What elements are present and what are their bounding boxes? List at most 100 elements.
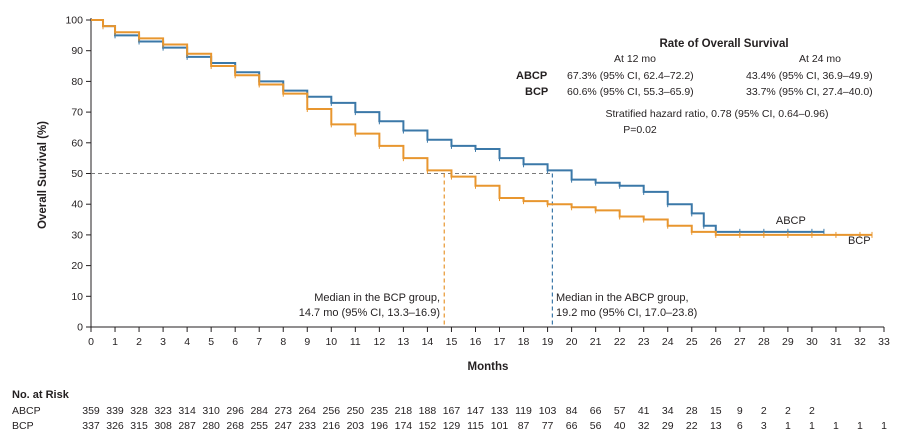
x-tick-label: 11 (350, 336, 361, 348)
risk-table-values: 359 339 328 323 314 310 296 284 273 264 256 250 235 2… (82, 405, 887, 432)
x-tick-label: 21 (590, 336, 602, 348)
x-tick-label: 1 (112, 336, 118, 348)
x-tick-label: 20 (566, 336, 578, 348)
abcp-median-annotation-line2: 19.2 mo (95% CI, 17.0–23.8) (556, 307, 697, 319)
x-tick-label: 28 (758, 336, 770, 348)
risk-abcp-value: 133 (491, 405, 509, 417)
risk-bcp-value: 115 (467, 420, 484, 432)
x-tick-label: 16 (470, 336, 482, 348)
inset-hazard-ratio: Stratified hazard ratio, 0.78 (95% CI, 0… (606, 108, 829, 120)
x-tick-label: 32 (854, 336, 866, 348)
inset-col-24mo: At 24 mo (799, 53, 841, 65)
x-tick-label: 9 (304, 336, 310, 348)
risk-row-abcp-label: ABCP (12, 405, 41, 417)
x-tick-label: 25 (686, 336, 698, 348)
risk-bcp-value: 22 (686, 420, 698, 432)
x-tick-label: 4 (184, 336, 190, 348)
risk-table-title: No. at Risk (12, 389, 70, 401)
risk-abcp-value: 103 (539, 405, 557, 417)
inset-row-abcp-12mo: 67.3% (95% CI, 62.4–72.2) (567, 70, 694, 82)
risk-abcp-value: 310 (202, 405, 220, 417)
y-tick-label: 10 (71, 291, 83, 303)
x-axis-title: Months (468, 361, 509, 373)
risk-bcp-value: 268 (226, 420, 244, 432)
risk-bcp-value: 40 (614, 420, 626, 432)
risk-abcp-value: 167 (443, 405, 461, 417)
y-tick-label: 70 (71, 107, 83, 119)
risk-bcp-value: 29 (662, 420, 674, 432)
x-tick-label: 5 (208, 336, 214, 348)
risk-bcp-value: 152 (419, 420, 437, 432)
x-tick-label: 13 (398, 336, 410, 348)
risk-bcp-value: 203 (347, 420, 365, 432)
risk-abcp-value: 359 (82, 405, 100, 417)
y-tick-label: 60 (71, 137, 83, 149)
inset-row-bcp-24mo: 33.7% (95% CI, 27.4–40.0) (746, 86, 873, 98)
risk-abcp-value: 34 (662, 405, 674, 417)
x-tick-label: 6 (232, 336, 238, 348)
risk-abcp-value: 84 (566, 405, 578, 417)
x-tick-label: 33 (878, 336, 890, 348)
risk-bcp-value: 66 (566, 420, 578, 432)
risk-abcp-value: 328 (130, 405, 148, 417)
x-tick-label: 0 (88, 336, 94, 348)
risk-abcp-value: 119 (515, 405, 532, 417)
risk-abcp-value: 2 (761, 405, 767, 417)
risk-abcp-value: 284 (250, 405, 268, 417)
survival-rate-inset: Rate of Overall Survival At 12 mo At 24 … (516, 38, 873, 136)
risk-abcp-value: 256 (323, 405, 341, 417)
risk-bcp-value: 3 (761, 420, 767, 432)
risk-abcp-value: 9 (737, 405, 743, 417)
x-tick-label: 26 (710, 336, 722, 348)
x-tick-label: 30 (806, 336, 818, 348)
risk-bcp-value: 255 (250, 420, 268, 432)
risk-bcp-value: 174 (395, 420, 413, 432)
y-tick-label: 40 (71, 199, 83, 211)
inset-title: Rate of Overall Survival (659, 38, 788, 50)
x-tick-label: 29 (782, 336, 794, 348)
x-tick-label: 23 (638, 336, 650, 348)
inset-row-bcp-12mo: 60.6% (95% CI, 55.3–65.9) (567, 86, 694, 98)
abcp-median-annotation-line1: Median in the ABCP group, (556, 292, 689, 304)
risk-bcp-value: 1 (809, 420, 815, 432)
bcp-curve-label: BCP (848, 235, 871, 247)
risk-abcp-value: 57 (614, 405, 626, 417)
risk-abcp-value: 188 (419, 405, 437, 417)
x-tick-label: 14 (422, 336, 434, 348)
risk-abcp-value: 28 (686, 405, 698, 417)
x-tick-label: 12 (374, 336, 386, 348)
risk-bcp-value: 1 (785, 420, 791, 432)
risk-bcp-value: 56 (590, 420, 602, 432)
x-tick-label: 27 (734, 336, 746, 348)
risk-abcp-value: 323 (154, 405, 172, 417)
inset-row-bcp-label: BCP (525, 86, 548, 98)
risk-abcp-value: 314 (178, 405, 196, 417)
y-tick-label: 50 (71, 168, 83, 180)
risk-abcp-value: 41 (638, 405, 650, 417)
x-tick-label: 2 (136, 336, 142, 348)
risk-bcp-value: 32 (638, 420, 650, 432)
risk-bcp-value: 1 (881, 420, 887, 432)
reference-lines (91, 173, 553, 327)
risk-abcp-value: 2 (785, 405, 791, 417)
risk-bcp-value: 337 (82, 420, 100, 432)
x-tick-label: 17 (494, 336, 506, 348)
risk-bcp-value: 280 (202, 420, 220, 432)
risk-bcp-value: 196 (371, 420, 389, 432)
risk-bcp-value: 326 (106, 420, 124, 432)
risk-bcp-value: 101 (491, 420, 509, 432)
risk-bcp-value: 6 (737, 420, 743, 432)
risk-abcp-value: 235 (371, 405, 389, 417)
risk-bcp-value: 87 (518, 420, 530, 432)
risk-abcp-value: 15 (710, 405, 722, 417)
series-bcp-curve (91, 19, 872, 236)
risk-bcp-value: 1 (857, 420, 863, 432)
y-tick-label: 80 (71, 76, 83, 88)
risk-bcp-value: 216 (323, 420, 341, 432)
inset-p-value: P=0.02 (623, 124, 657, 136)
bcp-median-annotation-line2: 14.7 mo (95% CI, 13.3–16.9) (299, 307, 440, 319)
risk-bcp-value: 1 (833, 420, 839, 432)
risk-abcp-value: 264 (299, 405, 317, 417)
